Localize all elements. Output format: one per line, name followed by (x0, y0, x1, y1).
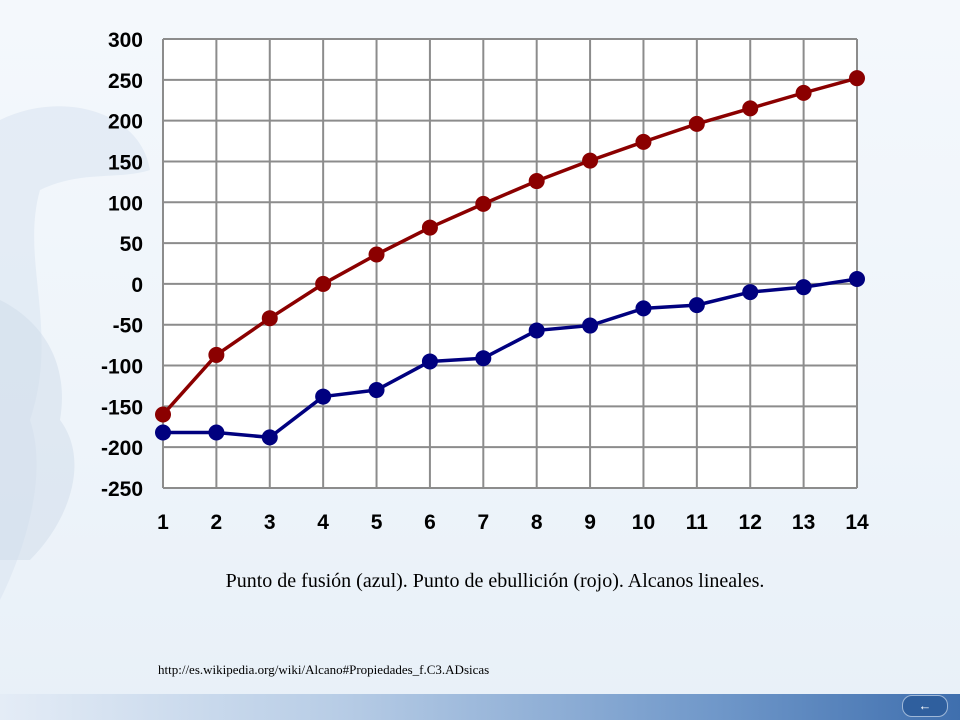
x-axis-ticks: 1 2 3 4 5 6 7 8 9 10 11 12 13 14 (157, 511, 869, 534)
y-tick-label: -200 (101, 437, 143, 460)
data-point (261, 429, 278, 446)
data-point (208, 346, 225, 363)
data-point (261, 310, 278, 327)
y-tick-label: -150 (101, 396, 143, 419)
source-link[interactable]: http://es.wikipedia.org/wiki/Alcano#Prop… (158, 662, 490, 677)
data-point (795, 279, 812, 296)
x-tick-label: 5 (371, 511, 383, 534)
y-tick-label: -250 (101, 478, 143, 501)
series-line (161, 76, 858, 416)
data-point (155, 406, 171, 423)
footer-bar: ← (0, 694, 960, 720)
x-tick-label: 12 (739, 511, 762, 534)
x-tick-label: 2 (211, 511, 223, 534)
back-button[interactable]: ← (902, 695, 948, 717)
y-tick-label: 250 (108, 70, 143, 93)
data-point (315, 275, 332, 292)
data-point (475, 350, 492, 367)
y-tick-label: 0 (131, 274, 143, 297)
data-point (635, 133, 652, 150)
data-point (849, 70, 865, 87)
data-point (368, 382, 385, 399)
series-0 (155, 70, 865, 423)
data-point (475, 195, 492, 212)
back-arrow-icon: ← (918, 698, 932, 713)
chart-caption: Punto de fusión (azul). Punto de ebullic… (225, 570, 765, 592)
data-point (742, 284, 759, 301)
y-tick-label: -100 (101, 356, 143, 379)
plot-area (163, 39, 857, 488)
x-tick-label: 6 (424, 511, 436, 534)
x-tick-label: 3 (264, 511, 276, 534)
data-point (582, 317, 599, 334)
chart-grid (162, 38, 858, 489)
data-point (688, 297, 705, 314)
data-point (582, 152, 599, 169)
x-tick-label: 13 (792, 511, 815, 534)
x-tick-label: 1 (157, 511, 169, 534)
x-tick-label: 7 (477, 511, 489, 534)
data-point (421, 353, 438, 370)
data-point (528, 322, 545, 339)
y-tick-label: -50 (113, 315, 143, 338)
series-1 (155, 271, 865, 446)
y-tick-label: 100 (108, 192, 143, 215)
y-tick-label: 200 (108, 111, 143, 134)
series-line (163, 277, 858, 440)
y-tick-label: 300 (108, 29, 143, 52)
x-tick-label: 8 (531, 511, 543, 534)
x-tick-label: 9 (584, 511, 596, 534)
x-tick-label: 4 (317, 511, 329, 534)
y-axis-ticks: 300 250 200 150 100 50 0 -50 -100 -150 -200 -250 (101, 29, 143, 501)
data-point (795, 84, 812, 101)
data-point (528, 173, 545, 190)
chart-series (155, 70, 865, 446)
data-point (155, 424, 171, 441)
y-tick-label: 150 (108, 151, 143, 174)
data-point (208, 424, 225, 441)
data-point (421, 219, 438, 236)
x-tick-label: 11 (686, 511, 709, 534)
data-point (849, 271, 865, 288)
y-tick-label: 50 (120, 233, 143, 256)
x-tick-label: 10 (632, 511, 655, 534)
data-point (688, 115, 705, 132)
data-point (742, 100, 759, 117)
data-point (368, 246, 385, 263)
data-point (315, 388, 332, 405)
data-point (635, 300, 652, 317)
x-tick-label: 14 (845, 511, 869, 534)
